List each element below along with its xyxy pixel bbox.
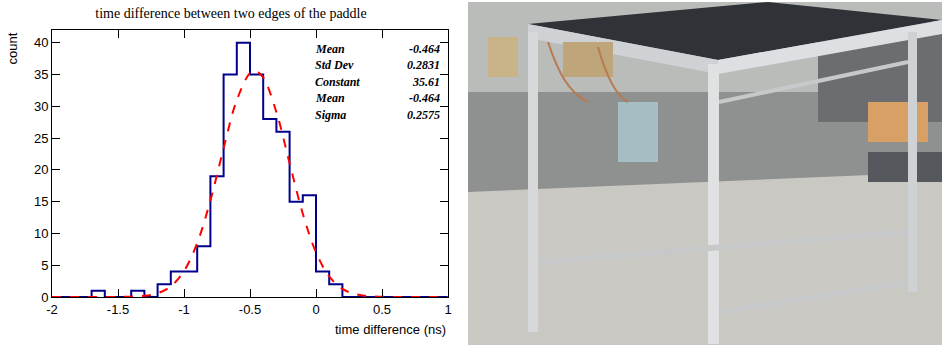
- svg-text:Mean: Mean: [315, 42, 345, 56]
- svg-text:-1: -1: [178, 302, 190, 317]
- svg-text:Mean: Mean: [315, 91, 345, 105]
- svg-text:10: 10: [34, 226, 48, 241]
- svg-text:35.61: 35.61: [412, 75, 440, 89]
- svg-text:-0.464: -0.464: [409, 42, 440, 56]
- svg-text:0: 0: [312, 302, 319, 317]
- svg-text:0.2575: 0.2575: [407, 108, 440, 122]
- svg-text:40: 40: [34, 35, 48, 50]
- svg-text:time difference between two ed: time difference between two edges of the…: [95, 6, 366, 21]
- svg-text:Std Dev: Std Dev: [315, 58, 354, 72]
- svg-text:0.2831: 0.2831: [407, 58, 440, 72]
- svg-text:25: 25: [34, 131, 48, 146]
- svg-text:Sigma: Sigma: [315, 108, 346, 122]
- svg-text:1: 1: [444, 302, 451, 317]
- svg-text:35: 35: [34, 67, 48, 82]
- svg-text:time difference (ns): time difference (ns): [335, 322, 446, 337]
- svg-text:-0.5: -0.5: [239, 302, 261, 317]
- svg-text:30: 30: [34, 99, 48, 114]
- svg-text:0: 0: [41, 290, 48, 305]
- svg-text:-0.464: -0.464: [409, 91, 440, 105]
- svg-text:-1.5: -1.5: [107, 302, 129, 317]
- svg-text:15: 15: [34, 194, 48, 209]
- svg-text:5: 5: [41, 258, 48, 273]
- svg-text:-2: -2: [46, 302, 58, 317]
- svg-text:0.5: 0.5: [373, 302, 391, 317]
- svg-text:count: count: [5, 32, 20, 64]
- svg-text:Constant: Constant: [315, 75, 360, 89]
- svg-text:20: 20: [34, 162, 48, 177]
